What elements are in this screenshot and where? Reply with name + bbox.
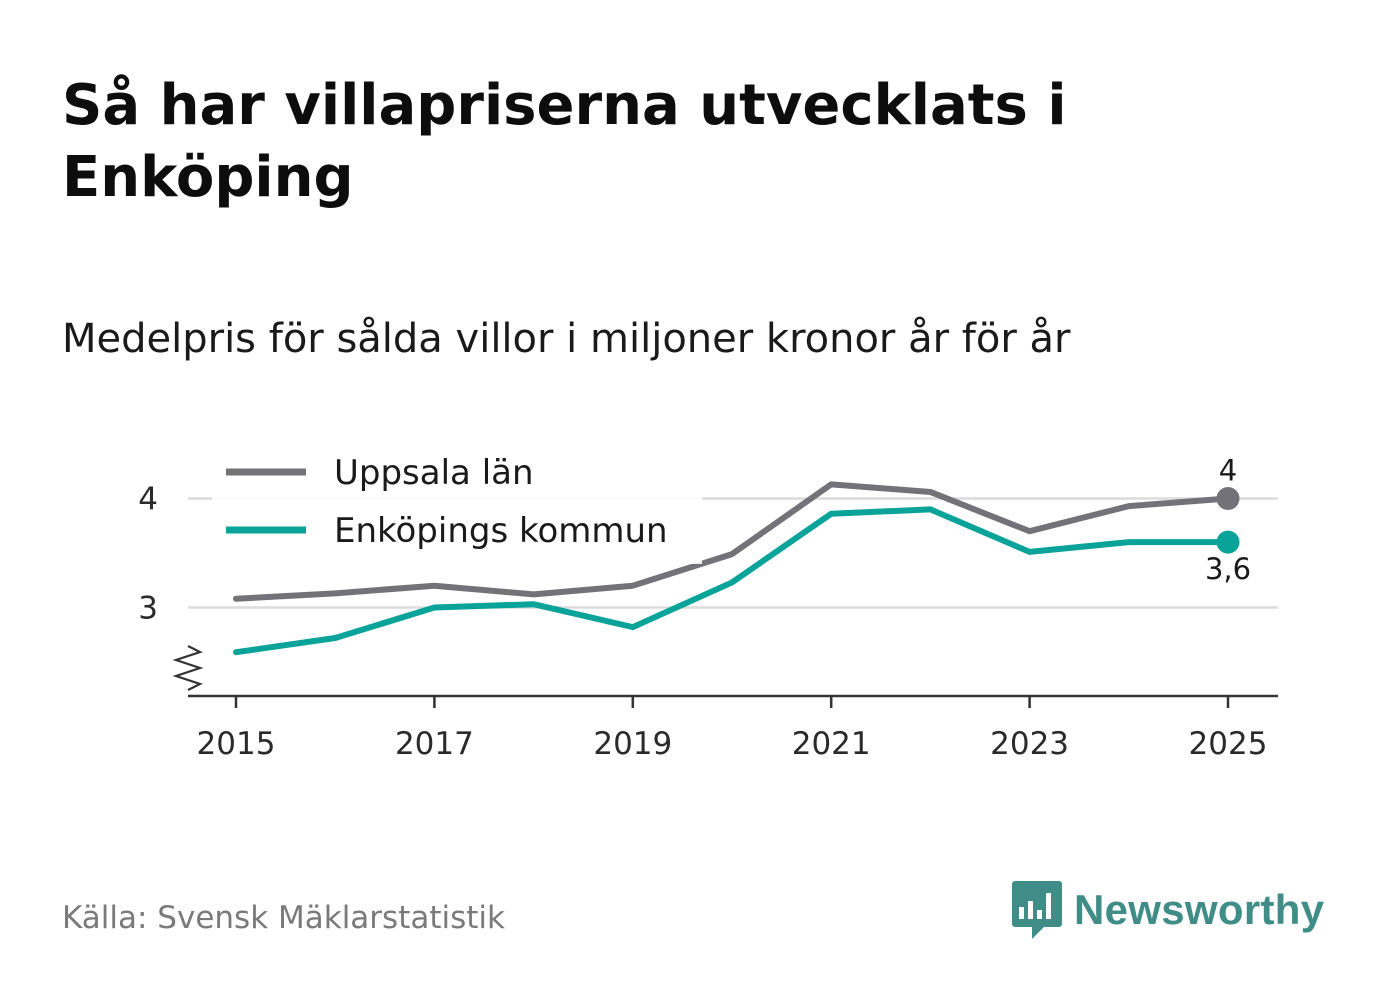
- series-end-marker-0: [1216, 487, 1240, 510]
- x-tick-label-2021: 2021: [792, 726, 871, 762]
- x-tick-label-2025: 2025: [1189, 726, 1268, 762]
- axis-break-icon: [172, 645, 204, 691]
- series-end-label-1: 3,6: [1205, 552, 1251, 586]
- series-line-1: [233, 506, 1231, 656]
- x-tick-label-2019: 2019: [593, 726, 672, 762]
- series-line-0: [233, 481, 1231, 602]
- legend: Uppsala län Enköpings kommun: [212, 442, 702, 564]
- x-tick-label-2017: 2017: [395, 726, 474, 762]
- series-end-marker-1: [1216, 530, 1240, 554]
- legend-label-0: Uppsala län: [334, 453, 534, 493]
- y-tick-label-4: 4: [138, 482, 158, 518]
- chart-subtitle: Medelpris för sålda villor i miljoner kr…: [62, 316, 1071, 362]
- newsworthy-logo-icon: [1012, 881, 1062, 939]
- chart-title: Så har villapriserna utvecklats i Enköpi…: [62, 73, 1067, 210]
- series-end-label-0: 4: [1219, 454, 1237, 488]
- x-tick-label-2023: 2023: [990, 726, 1069, 762]
- axis-layer: 3 4 2015 2017 2019 2021 2023 2025: [138, 482, 1278, 762]
- label-layer: 43,6: [1205, 454, 1251, 587]
- newsworthy-logo-text: Newsworthy: [1074, 886, 1325, 933]
- legend-background: [212, 442, 702, 564]
- y-tick-label-3: 3: [138, 591, 158, 627]
- x-tick-label-2015: 2015: [197, 726, 276, 762]
- newsworthy-logo: Newsworthy: [1012, 880, 1324, 940]
- line-chart: 3 4 2015 2017 2019 2021 2023 2025 Uppsala län En…: [138, 442, 1278, 762]
- legend-label-1: Enköpings kommun: [334, 511, 668, 551]
- series-layer: [233, 481, 1240, 656]
- source-note: Källa: Svensk Mäklarstatistik: [62, 900, 505, 936]
